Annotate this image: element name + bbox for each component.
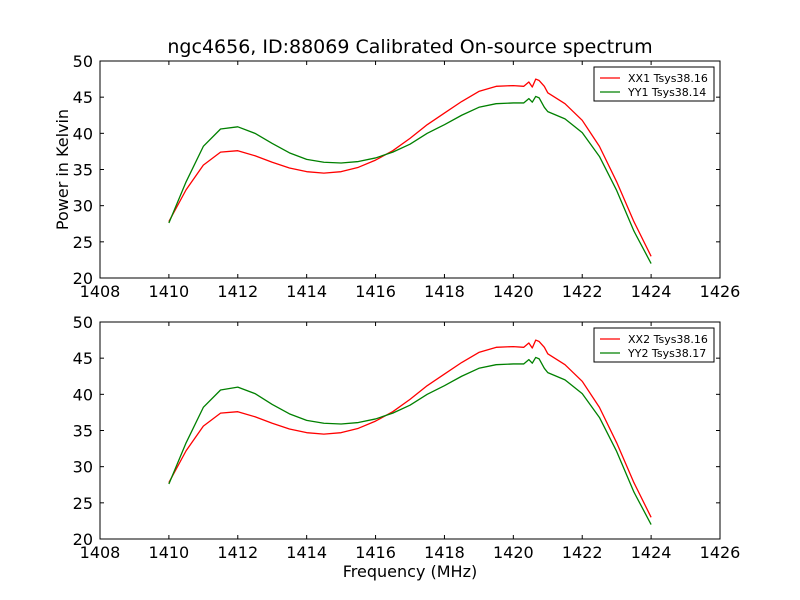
x-tick-label: 1412 xyxy=(217,282,258,301)
y-tick-label: 45 xyxy=(73,88,93,107)
x-tick-label: 1420 xyxy=(493,282,534,301)
series-line-2 xyxy=(168,356,652,525)
panels: 1408 1410 1412 1414 1416 1418 1420 1422 1424 1426… xyxy=(73,52,741,562)
figure-title: ngc4656, ID:88069 Calibrated On-source s… xyxy=(167,36,652,58)
y-tick-label: 50 xyxy=(73,52,93,71)
y-tick-label: 30 xyxy=(73,458,93,477)
x-tick-label: 1422 xyxy=(562,543,603,562)
y-tick-label: 20 xyxy=(73,269,93,288)
y-tick-label: 40 xyxy=(73,385,93,404)
x-tick-label: 1426 xyxy=(700,282,741,301)
y-tick-label: 35 xyxy=(73,422,93,441)
x-tick-label: 1412 xyxy=(217,543,258,562)
y-tick-label: 20 xyxy=(73,530,93,549)
legend-entry-1: XX1 Tsys38.16 xyxy=(628,72,708,85)
x-tick-label: 1422 xyxy=(562,282,603,301)
x-tick-label: 1414 xyxy=(286,543,327,562)
y-tick-label: 50 xyxy=(73,313,93,332)
legend-entry-1: XX2 Tsys38.16 xyxy=(628,333,708,346)
x-tick-label: 1418 xyxy=(424,543,465,562)
x-tick-label: 1408 xyxy=(80,543,121,562)
legend-entry-2: YY1 Tsys38.14 xyxy=(627,86,706,99)
x-tick-label: 1414 xyxy=(286,282,327,301)
y-tick-label: 25 xyxy=(73,494,93,513)
legend-box xyxy=(593,327,715,363)
x-tick-label: 1408 xyxy=(80,282,121,301)
panel-2: 1408 1410 1412 1414 1416 1418 1420 1422 1424 1426… xyxy=(73,313,741,562)
series-line-1 xyxy=(168,339,652,518)
x-tick-label: 1424 xyxy=(631,282,672,301)
x-tick-label: 1410 xyxy=(149,282,190,301)
panel-1: 1408 1410 1412 1414 1416 1418 1420 1422 1424 1426… xyxy=(73,52,741,301)
y-axis-label: Power in Kelvin xyxy=(53,109,72,230)
x-axis-label: Frequency (MHz) xyxy=(343,562,477,581)
x-tick-label: 1426 xyxy=(700,543,741,562)
y-tick-label: 25 xyxy=(73,233,93,252)
x-tick-label: 1424 xyxy=(631,543,672,562)
series-line-1 xyxy=(168,78,652,257)
x-tick-label: 1418 xyxy=(424,282,465,301)
y-tick-label: 35 xyxy=(73,161,93,180)
y-tick-label: 45 xyxy=(73,349,93,368)
x-tick-label: 1416 xyxy=(355,543,396,562)
legend-box xyxy=(593,66,715,102)
y-tick-label: 30 xyxy=(73,197,93,216)
x-tick-label: 1410 xyxy=(149,543,190,562)
series-line-2 xyxy=(168,95,652,264)
x-tick-label: 1420 xyxy=(493,543,534,562)
legend-entry-2: YY2 Tsys38.17 xyxy=(627,347,706,360)
x-tick-label: 1416 xyxy=(355,282,396,301)
y-tick-label: 40 xyxy=(73,124,93,143)
